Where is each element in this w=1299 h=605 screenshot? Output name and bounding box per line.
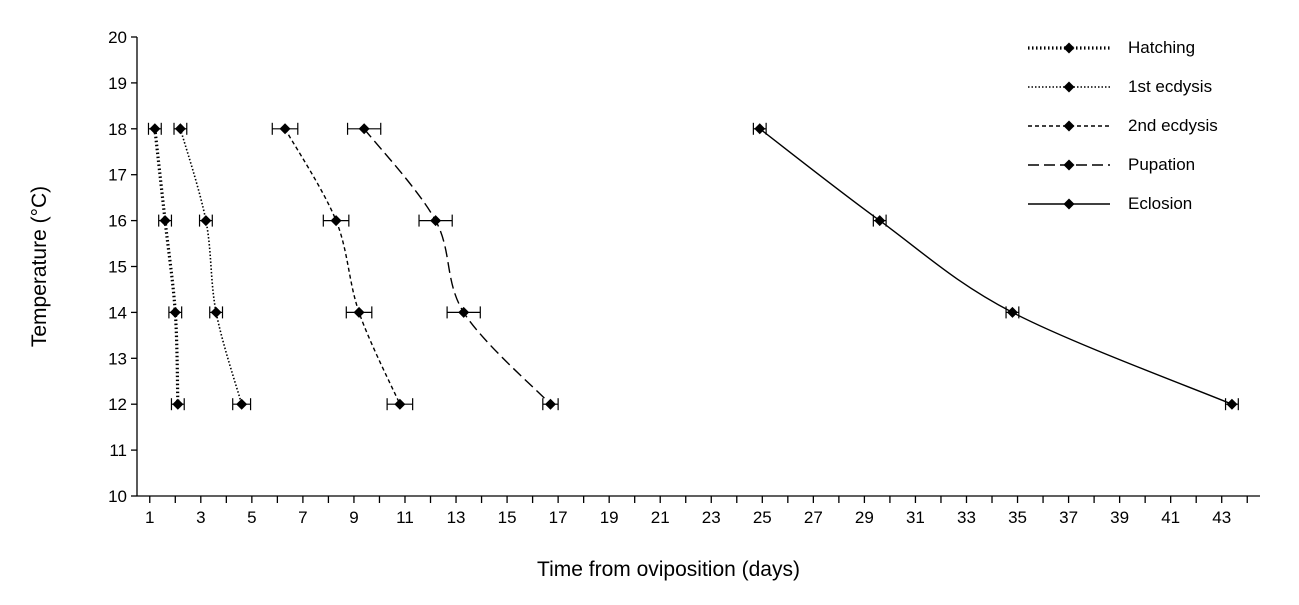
y-tick-label: 12	[108, 395, 127, 414]
legend-marker	[1063, 81, 1075, 93]
series-line	[363, 128, 551, 405]
y-tick-label: 11	[109, 441, 127, 460]
y-tick-label: 13	[108, 349, 127, 368]
x-tick-label: 43	[1212, 508, 1231, 527]
x-tick-label: 17	[549, 508, 568, 527]
legend-marker	[1063, 198, 1075, 210]
legend-item: 2nd ecdysis	[1028, 116, 1218, 135]
data-point	[394, 398, 406, 410]
x-tick-label: 27	[804, 508, 823, 527]
series-1st-ecdysis	[173, 122, 252, 411]
series-eclosion	[752, 122, 1239, 411]
series-2nd-ecdysis	[271, 122, 414, 411]
data-point	[200, 215, 212, 227]
legend-item: Pupation	[1028, 155, 1195, 174]
legend: Hatching 1st ecdysis 2nd ecdysis Pupation Ec…	[1028, 38, 1218, 213]
x-tick-label: 13	[447, 508, 466, 527]
data-point	[458, 306, 470, 318]
x-tick-label: 21	[651, 508, 670, 527]
x-axis-title: Time from oviposition (days)	[537, 558, 800, 581]
x-tick-label: 11	[396, 508, 414, 527]
x-tick-label: 33	[957, 508, 976, 527]
x-tick-label: 41	[1161, 508, 1180, 527]
legend-item: Eclosion	[1028, 194, 1192, 213]
y-axis-title: Temperature (°C)	[28, 186, 51, 347]
series-line	[153, 128, 180, 405]
legend-marker	[1063, 159, 1075, 171]
x-tick-label: 9	[349, 508, 358, 527]
x-tick-label: 25	[753, 508, 772, 527]
legend-label: Pupation	[1128, 155, 1195, 174]
series-layer	[147, 122, 1239, 411]
x-tick-label: 29	[855, 508, 874, 527]
x-tick-label: 5	[247, 508, 256, 527]
data-point	[279, 123, 291, 135]
data-point	[544, 398, 556, 410]
legend-label: 1st ecdysis	[1128, 77, 1212, 96]
data-point	[353, 306, 365, 318]
data-point	[1226, 398, 1238, 410]
data-point	[174, 123, 186, 135]
y-tick-label: 14	[108, 303, 127, 322]
y-tick-label: 17	[108, 166, 127, 185]
data-point	[159, 215, 171, 227]
y-tick-label: 10	[108, 487, 127, 506]
series-hatching	[147, 122, 185, 411]
data-point	[1006, 306, 1018, 318]
x-tick-label: 39	[1110, 508, 1129, 527]
data-point	[754, 123, 766, 135]
series-pupation	[346, 122, 559, 411]
y-tick-label: 20	[108, 28, 127, 47]
x-tick-label: 7	[298, 508, 307, 527]
x-tick-label: 23	[702, 508, 721, 527]
legend-item: Hatching	[1028, 38, 1195, 57]
legend-label: Eclosion	[1128, 194, 1192, 213]
x-tick-label: 31	[906, 508, 925, 527]
series-line	[759, 128, 1233, 405]
x-tick-label: 1	[145, 508, 154, 527]
x-tick-label: 37	[1059, 508, 1078, 527]
x-tick-label: 35	[1008, 508, 1027, 527]
data-point	[172, 398, 184, 410]
data-point	[874, 215, 886, 227]
data-point	[149, 123, 161, 135]
data-point	[210, 306, 222, 318]
data-point	[330, 215, 342, 227]
x-tick-label: 3	[196, 508, 205, 527]
y-tick-label: 19	[108, 74, 127, 93]
data-point	[358, 123, 370, 135]
legend-item: 1st ecdysis	[1028, 77, 1212, 96]
legend-label: 2nd ecdysis	[1128, 116, 1218, 135]
x-tick-label: 19	[600, 508, 619, 527]
data-point	[169, 306, 181, 318]
y-tick-label: 16	[108, 212, 127, 231]
data-point	[430, 215, 442, 227]
y-tick-label: 15	[108, 258, 127, 277]
legend-marker	[1063, 42, 1075, 54]
series-line	[179, 128, 243, 405]
legend-marker	[1063, 120, 1075, 132]
x-tick-label: 15	[498, 508, 517, 527]
series-line	[284, 128, 401, 405]
legend-label: Hatching	[1128, 38, 1195, 57]
data-point	[236, 398, 248, 410]
y-tick-label: 18	[108, 120, 127, 139]
